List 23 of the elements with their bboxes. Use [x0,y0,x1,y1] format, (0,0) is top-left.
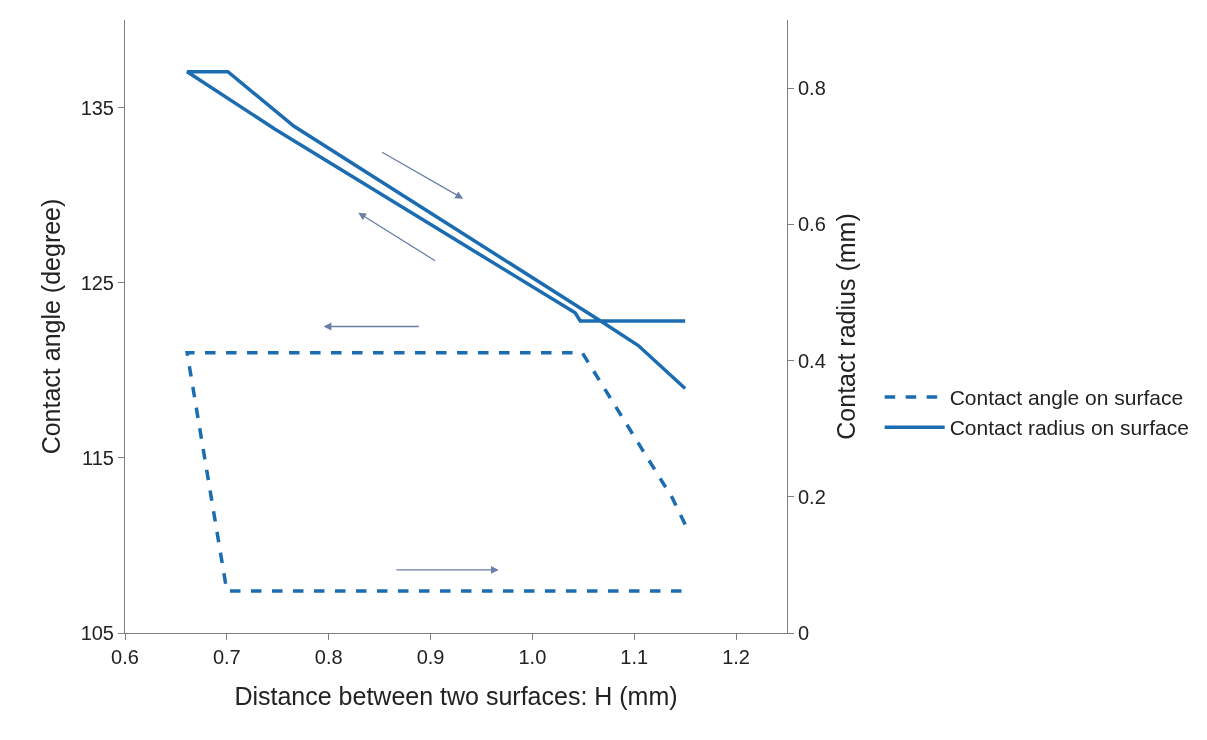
y2-axis-title: Contact radius (mm) [831,213,860,440]
x-tick-label: 1.0 [518,646,547,668]
y-tick-label: 125 [80,271,114,294]
x-tick-label: 1.2 [722,646,750,668]
y2-tick-label: 0.4 [798,349,826,372]
y-tick-label: 115 [82,446,114,469]
x-tick-label: 0.8 [314,646,343,668]
x-tick-label: 0.9 [416,646,445,668]
line-series [185,351,687,593]
x-tick-label: 0.6 [111,646,139,668]
legend-label: Contact radius on surface [949,416,1189,440]
x-axis-title: Distance between two surfaces: H (mm) [234,682,678,710]
line-series [185,70,687,391]
x-tick-label: 0.7 [212,646,241,668]
y2-tick-label: 0.6 [798,213,826,236]
y2-tick-label: 0.8 [798,77,826,100]
x-tick-label: 1.1 [620,646,649,668]
y2-tick-label: 0.2 [798,485,826,508]
y-tick-label: 135 [80,96,114,119]
y2-tick-label: 0 [798,622,810,644]
y-tick-label: 105 [80,622,114,644]
legend-label: Contact angle on surface [949,386,1184,410]
y-axis-title: Contact angle (degree) [37,198,66,455]
